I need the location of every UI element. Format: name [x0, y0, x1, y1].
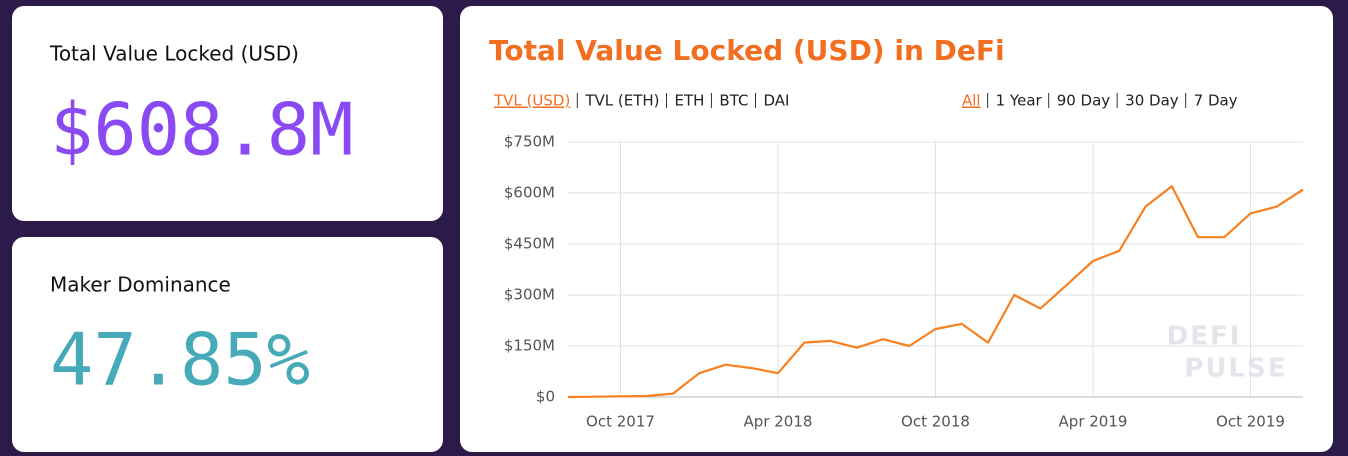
range-option[interactable]: 1 Year — [996, 92, 1043, 110]
y-tick-label: $300M — [504, 286, 555, 304]
card — [12, 237, 443, 452]
x-tick-label: Apr 2018 — [744, 413, 813, 431]
x-tick-label: Oct 2017 — [586, 413, 655, 431]
watermark: DEFI — [1167, 322, 1242, 352]
y-tick-label: $750M — [504, 133, 555, 151]
range-option[interactable]: 30 Day — [1125, 92, 1179, 110]
tab[interactable]: DAI — [763, 92, 789, 110]
x-tick-label: Apr 2019 — [1059, 413, 1128, 431]
data-line — [567, 185, 1304, 399]
card — [12, 6, 443, 221]
x-tick-label: Oct 2019 — [1216, 413, 1285, 431]
y-tick-label: $450M — [504, 235, 555, 253]
x-tick-label: Oct 2018 — [901, 413, 970, 431]
card-value: $608.8M — [50, 88, 353, 172]
y-tick-label: $600M — [504, 184, 555, 202]
y-tick-label: $0 — [536, 388, 555, 406]
card-value: 47.85% — [50, 318, 310, 402]
chart-title: Total Value Locked (USD) in DeFi — [489, 34, 1005, 67]
range-option[interactable]: All — [962, 92, 981, 110]
range-option[interactable]: 7 Day — [1194, 92, 1238, 110]
watermark: PULSE — [1184, 354, 1287, 384]
tab[interactable]: BTC — [719, 92, 748, 110]
tab[interactable]: TVL (ETH) — [584, 92, 659, 110]
tab[interactable]: TVL (USD) — [493, 92, 570, 110]
card-label: Total Value Locked (USD) — [49, 42, 299, 66]
tab[interactable]: ETH — [675, 92, 705, 110]
y-tick-label: $150M — [504, 337, 555, 355]
card-label: Maker Dominance — [50, 273, 231, 297]
chart-card — [460, 6, 1333, 452]
range-option[interactable]: 90 Day — [1057, 92, 1111, 110]
